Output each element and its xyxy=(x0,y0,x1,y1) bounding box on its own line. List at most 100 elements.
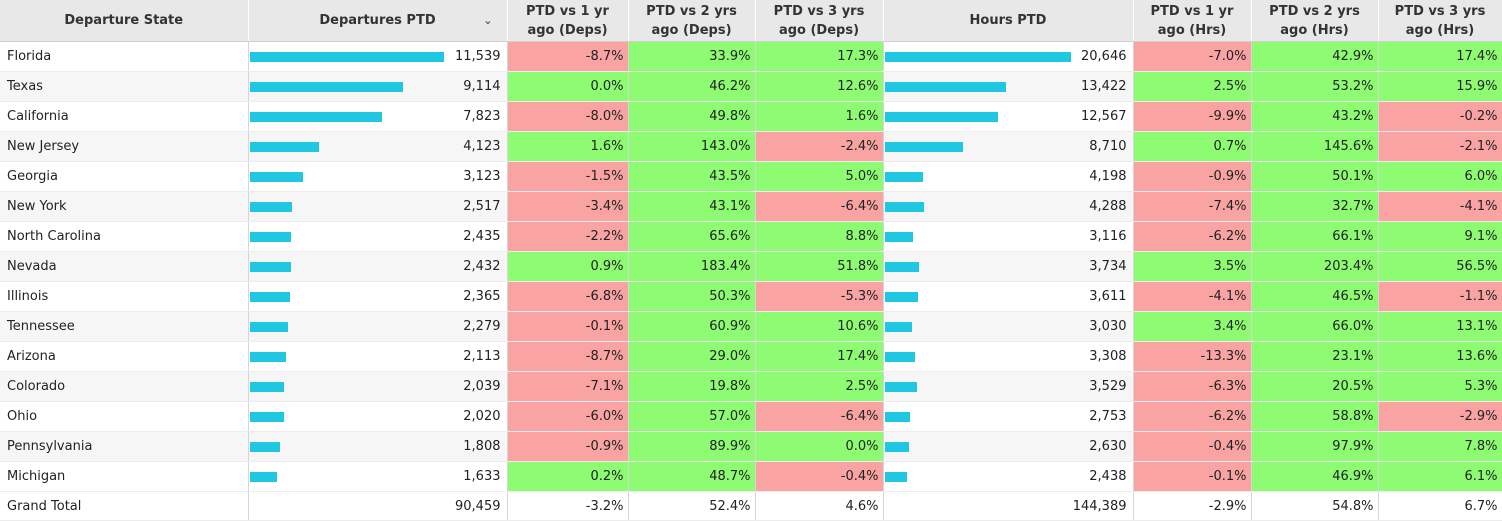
deps-1yr-cell: -3.2% xyxy=(507,491,629,521)
hours-cell-value: 144,389 xyxy=(1072,499,1127,514)
data-bar xyxy=(884,112,998,122)
header-departures-ptd[interactable]: Departures PTD ⌄ xyxy=(248,0,508,42)
departures-cell: 2,039 xyxy=(248,371,508,402)
table-row: Florida 11,539 -8.7% 33.9% 17.3% 20,646 -7.0% 4… xyxy=(0,41,1502,72)
state-cell: Florida xyxy=(0,41,249,72)
header-label: PTD vs 3 yrs ago (Hrs) xyxy=(1394,3,1486,38)
deps-3yr-cell: 51.8% xyxy=(755,251,884,282)
table-body: Florida 11,539 -8.7% 33.9% 17.3% 20,646 -7.0% 4… xyxy=(0,41,1502,521)
deps-1yr-cell: -6.8% xyxy=(507,281,629,312)
table-row: Michigan 1,633 0.2% 48.7% -0.4% 2,438 -0.1% 46.… xyxy=(0,461,1502,492)
deps-3yr-cell: 8.8% xyxy=(755,221,884,252)
chevron-down-icon[interactable]: ⌄ xyxy=(483,14,493,27)
header-hrs-vs-1yr[interactable]: PTD vs 1 yr ago (Hrs) xyxy=(1133,0,1252,42)
hrs-3yr-cell: 6.0% xyxy=(1378,161,1502,192)
departures-cell: 11,539 xyxy=(248,41,508,72)
deps-1yr-cell: -8.7% xyxy=(507,41,629,72)
deps-3yr-cell: 12.6% xyxy=(755,71,884,102)
hrs-2yr-cell: 46.5% xyxy=(1251,281,1379,312)
hrs-1yr-cell: -9.9% xyxy=(1133,101,1252,132)
hrs-1yr-cell: 3.4% xyxy=(1133,311,1252,342)
state-cell: Illinois xyxy=(0,281,249,312)
deps-2yr-cell: 43.5% xyxy=(628,161,756,192)
deps-2yr-cell: 43.1% xyxy=(628,191,756,222)
departures-cell-value: 4,123 xyxy=(463,139,501,154)
state-cell: New York xyxy=(0,191,249,222)
state-cell: Ohio xyxy=(0,401,249,432)
data-bar xyxy=(249,292,290,302)
departures-cell-value: 9,114 xyxy=(463,79,501,94)
departures-cell: 3,123 xyxy=(248,161,508,192)
departures-cell: 1,808 xyxy=(248,431,508,462)
deps-3yr-cell: 0.0% xyxy=(755,431,884,462)
deps-3yr-cell: -0.4% xyxy=(755,461,884,492)
deps-2yr-cell: 19.8% xyxy=(628,371,756,402)
state-cell: Pennsylvania xyxy=(0,431,249,462)
hrs-2yr-cell: 50.1% xyxy=(1251,161,1379,192)
header-deps-vs-3yr[interactable]: PTD vs 3 yrs ago (Deps) xyxy=(755,0,884,42)
departures-cell: 9,114 xyxy=(248,71,508,102)
deps-1yr-cell: 0.2% xyxy=(507,461,629,492)
deps-1yr-cell: 0.9% xyxy=(507,251,629,282)
hrs-3yr-cell: 9.1% xyxy=(1378,221,1502,252)
state-cell: Georgia xyxy=(0,161,249,192)
header-deps-vs-1yr[interactable]: PTD vs 1 yr ago (Deps) xyxy=(507,0,629,42)
deps-3yr-cell: -2.4% xyxy=(755,131,884,162)
hours-cell-value: 12,567 xyxy=(1081,109,1127,124)
hrs-1yr-cell: -13.3% xyxy=(1133,341,1252,372)
data-bar xyxy=(884,412,910,422)
hrs-3yr-cell: -2.9% xyxy=(1378,401,1502,432)
departures-cell-value: 2,517 xyxy=(463,199,501,214)
header-hrs-vs-2yr[interactable]: PTD vs 2 yrs ago (Hrs) xyxy=(1251,0,1379,42)
departures-cell-value: 2,365 xyxy=(463,289,501,304)
header-deps-vs-2yr[interactable]: PTD vs 2 yrs ago (Deps) xyxy=(628,0,756,42)
deps-3yr-cell: 10.6% xyxy=(755,311,884,342)
hrs-2yr-cell: 66.1% xyxy=(1251,221,1379,252)
data-bar xyxy=(249,322,288,332)
header-label: PTD vs 1 yr ago (Deps) xyxy=(526,3,609,38)
hrs-3yr-cell: -2.1% xyxy=(1378,131,1502,162)
departures-cell-value: 90,459 xyxy=(455,499,501,514)
departures-cell: 2,279 xyxy=(248,311,508,342)
state-cell: Colorado xyxy=(0,371,249,402)
hrs-3yr-cell: 7.8% xyxy=(1378,431,1502,462)
deps-1yr-cell: 0.0% xyxy=(507,71,629,102)
header-departure-state[interactable]: Departure State xyxy=(0,0,249,42)
data-bar xyxy=(884,52,1071,62)
deps-2yr-cell: 89.9% xyxy=(628,431,756,462)
hrs-3yr-cell: 15.9% xyxy=(1378,71,1502,102)
deps-2yr-cell: 57.0% xyxy=(628,401,756,432)
table-row: New Jersey 4,123 1.6% 143.0% -2.4% 8,710 0.7% 1… xyxy=(0,131,1502,162)
data-bar xyxy=(249,112,382,122)
deps-2yr-cell: 52.4% xyxy=(628,491,756,521)
hours-cell-value: 3,030 xyxy=(1089,319,1127,334)
table-row: Georgia 3,123 -1.5% 43.5% 5.0% 4,198 -0.9% 50.1… xyxy=(0,161,1502,192)
deps-3yr-cell: 17.4% xyxy=(755,341,884,372)
hrs-2yr-cell: 54.8% xyxy=(1251,491,1379,521)
hrs-1yr-cell: -7.4% xyxy=(1133,191,1252,222)
deps-2yr-cell: 183.4% xyxy=(628,251,756,282)
hours-cell-value: 3,529 xyxy=(1089,379,1127,394)
data-bar xyxy=(249,472,277,482)
hours-cell-value: 2,753 xyxy=(1089,409,1127,424)
header-hrs-vs-3yr[interactable]: PTD vs 3 yrs ago (Hrs) xyxy=(1378,0,1502,42)
data-bar xyxy=(249,442,280,452)
hours-cell: 3,030 xyxy=(883,311,1134,342)
hours-cell: 3,308 xyxy=(883,341,1134,372)
hrs-2yr-cell: 97.9% xyxy=(1251,431,1379,462)
table-row: Tennessee 2,279 -0.1% 60.9% 10.6% 3,030 3.4% 66… xyxy=(0,311,1502,342)
hours-cell-value: 20,646 xyxy=(1081,49,1127,64)
data-bar xyxy=(884,232,913,242)
hours-cell: 3,116 xyxy=(883,221,1134,252)
deps-1yr-cell: -8.7% xyxy=(507,341,629,372)
deps-3yr-cell: 4.6% xyxy=(755,491,884,521)
departures-cell-value: 2,113 xyxy=(463,349,501,364)
departures-cell: 4,123 xyxy=(248,131,508,162)
data-bar xyxy=(249,82,403,92)
data-bar xyxy=(884,472,907,482)
hrs-1yr-cell: 0.7% xyxy=(1133,131,1252,162)
header-hours-ptd[interactable]: Hours PTD xyxy=(883,0,1134,42)
deps-3yr-cell: 1.6% xyxy=(755,101,884,132)
data-bar xyxy=(249,262,291,272)
